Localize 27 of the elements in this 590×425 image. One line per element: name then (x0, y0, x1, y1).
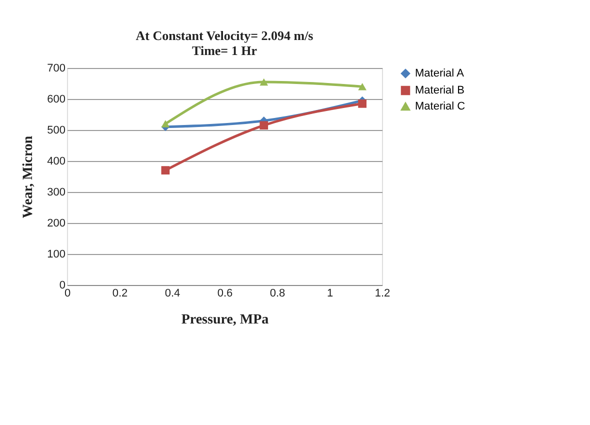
legend-label: Material B (415, 84, 465, 96)
x-tick-label: 0.8 (270, 288, 286, 300)
legend-label: Material A (415, 68, 465, 80)
x-tick-label: 0.2 (112, 288, 128, 300)
y-tick-label: 0 (59, 280, 66, 292)
legend-label: Material C (415, 100, 466, 112)
x-tick-label: 0.6 (217, 288, 233, 300)
y-tick-label: 400 (47, 156, 66, 168)
y-tick-label: 300 (47, 186, 66, 198)
point (161, 120, 170, 128)
y-tick-label: 100 (47, 248, 66, 260)
x-tick-label: 0.4 (164, 288, 180, 300)
y-tick-label: 200 (47, 218, 66, 230)
x-tick-label: 1.2 (374, 288, 390, 300)
point (358, 82, 366, 90)
y-tick-label: 600 (47, 94, 66, 106)
point (358, 99, 366, 108)
x-tick-label: 1 (326, 288, 334, 300)
x-axis-title: Pressure, MPa (181, 312, 269, 328)
text: Time= 1 Hr (192, 43, 257, 58)
y-tick-label: 500 (47, 124, 66, 136)
text: At Constant Velocity= 2.094 m/s (136, 28, 314, 43)
point (260, 121, 268, 130)
point (161, 166, 170, 174)
y-axis-title: Wear, Micron (21, 136, 36, 218)
y-tick-label: 700 (47, 62, 66, 74)
point (260, 78, 268, 86)
